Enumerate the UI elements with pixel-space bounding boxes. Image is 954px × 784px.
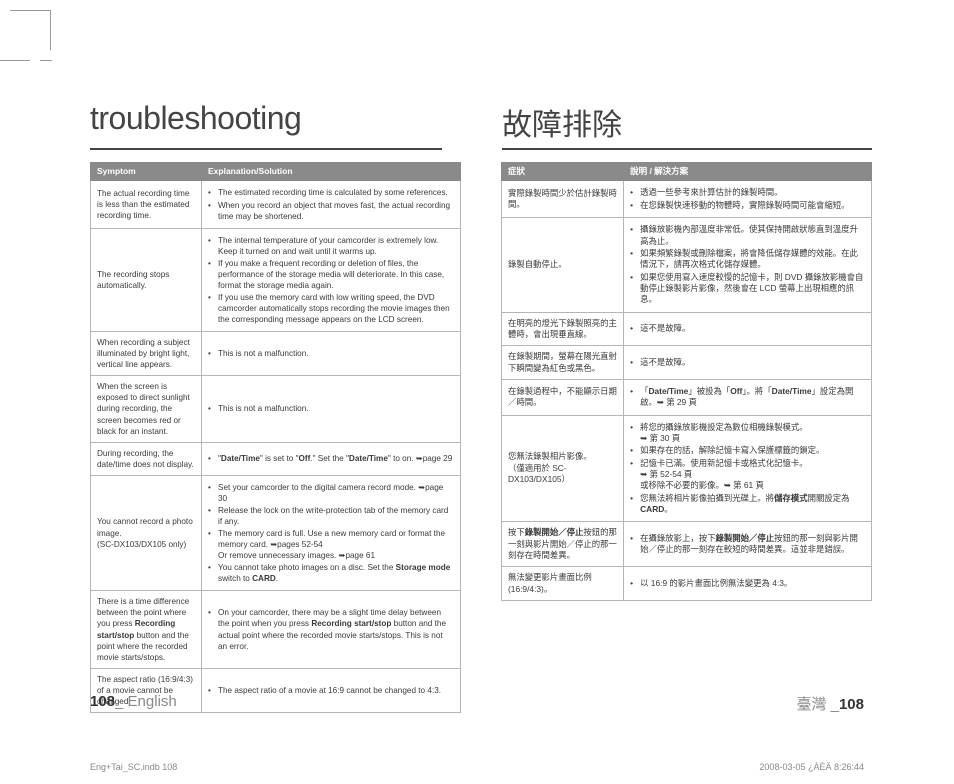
title-english: troubleshooting [90,100,442,150]
crop-mark [10,10,50,11]
table-row: 錄製自動停止。攝錄放影機內部溫度非常低。使其保持開啟狀態直到溫度升高為止。如果頻… [502,218,872,312]
table-row: 在錄製過程中，不能顯示日期／時間。「Date/Time」被設為「Off」。將「D… [502,379,872,415]
symptom-cell: 實際錄製時間少於估計錄製時間。 [502,181,624,218]
list-item: 這不是故障。 [630,323,865,334]
table-row: When the screen is exposed to direct sun… [91,376,461,442]
list-item: 這不是故障。 [630,357,865,368]
list-item: 透過一些參考來計算估計的錄製時間。 [630,187,865,198]
footer-sep: _ [831,696,839,713]
list-item: Release the lock on the write-protection… [208,505,454,527]
list-item: The estimated recording time is calculat… [208,187,454,198]
list-item: 如果存在的話，解除記憶卡寫入保護標籤的鎖定。 [630,445,865,456]
list-item: This is not a malfunction. [208,348,454,359]
th-symptom: 症狀 [502,163,624,181]
explanation-cell: The internal temperature of your camcord… [202,228,461,332]
print-file: Eng+Tai_SC.indb 108 [90,762,177,772]
th-explanation: 說明 / 解決方案 [624,163,872,181]
explanation-cell: 攝錄放影機內部溫度非常低。使其保持開啟狀態直到溫度升高為止。如果頻繁錄製或刪除檔… [624,218,872,312]
print-metadata: Eng+Tai_SC.indb 108 2008-03-05 ¿ÀÈÄ 8:26… [90,762,864,772]
list-item: 攝錄放影機內部溫度非常低。使其保持開啟狀態直到溫度升高為止。 [630,224,865,247]
explanation-cell: 這不是故障。 [624,346,872,380]
symptom-cell: The recording stops automatically. [91,228,202,332]
table-row: 在明亮的燈光下錄製照亮的主體時，會出現垂直線。這不是故障。 [502,312,872,346]
symptom-cell: 按下錄製開始／停止按鈕的那一刻與影片開始／停止的那一刻存在時間差異。 [502,522,624,567]
list-item: You cannot take photo images on a disc. … [208,562,454,584]
symptom-cell: 在錄製期間，螢幕在陽光直射下瞬間變為紅色或黑色。 [502,346,624,380]
table-row: When recording a subject illuminated by … [91,332,461,376]
explanation-cell: 將您的攝錄放影機設定為數位相機錄製模式。➥ 第 30 頁如果存在的話，解除記憶卡… [624,415,872,522]
page-footer: 108_ English 臺灣 _108 [90,693,864,714]
list-item: The memory card is full. Use a new memor… [208,528,454,561]
list-item: 在攝錄放影上，按下錄製開始／停止按鈕的那一刻與影片開始／停止的那一刻存在較短的時… [630,533,865,556]
symptom-cell: 您無法錄製相片影像。（僅適用於 SC-DX103/DX105） [502,415,624,522]
explanation-cell: On your camcorder, there may be a slight… [202,591,461,668]
footer-lang-right: 臺灣 [796,696,830,713]
footer-left: 108_ English [90,693,177,714]
table-row: The recording stops automatically. The in… [91,228,461,332]
page-number-left: 108 [90,693,115,710]
list-item: "Date/Time" is set to "Off." Set the "Da… [208,453,454,464]
column-chinese: 症狀 說明 / 解決方案 實際錄製時間少於估計錄製時間。透過一些參考來計算估計的… [501,162,872,713]
table-row: There is a time difference between the p… [91,591,461,668]
print-timestamp: 2008-03-05 ¿ÀÈÄ 8:26:44 [759,762,864,772]
list-item: 記憶卡已滿。使用新記憶卡或格式化記憶卡。➥ 第 52-54 頁或移除不必要的影像… [630,458,865,492]
symptom-cell: There is a time difference between the p… [91,591,202,668]
symptom-cell: You cannot record a photo image.(SC-DX10… [91,475,202,591]
crop-mark [0,60,30,61]
symptom-cell: 錄製自動停止。 [502,218,624,312]
explanation-cell: The estimated recording time is calculat… [202,181,461,228]
list-item: This is not a malfunction. [208,403,454,414]
explanation-cell: "Date/Time" is set to "Off." Set the "Da… [202,442,461,475]
title-chinese: 故障排除 [502,100,872,150]
explanation-cell: Set your camcorder to the digital camera… [202,475,461,591]
crop-mark [40,60,52,61]
table-row: 在錄製期間，螢幕在陽光直射下瞬間變為紅色或黑色。這不是故障。 [502,346,872,380]
symptom-cell: When the screen is exposed to direct sun… [91,376,202,442]
symptom-cell: The actual recording time is less than t… [91,181,202,228]
list-item: If you use the memory card with low writ… [208,292,454,325]
footer-lang-left: English [128,693,177,710]
table-row: 實際錄製時間少於估計錄製時間。透過一些參考來計算估計的錄製時間。在您錄製快速移動… [502,181,872,218]
table-row: During recording, the date/time does not… [91,442,461,475]
explanation-cell: This is not a malfunction. [202,332,461,376]
explanation-cell: 透過一些參考來計算估計的錄製時間。在您錄製快速移動的物體時，實際錄製時間可能會縮… [624,181,872,218]
troubleshooting-table-zh: 症狀 說明 / 解決方案 實際錄製時間少於估計錄製時間。透過一些參考來計算估計的… [501,162,872,601]
list-item: If you make a frequent recording or dele… [208,258,454,291]
list-item: 將您的攝錄放影機設定為數位相機錄製模式。➥ 第 30 頁 [630,422,865,445]
symptom-cell: When recording a subject illuminated by … [91,332,202,376]
explanation-cell: 以 16:9 的影片畫面比例無法變更為 4:3。 [624,567,872,601]
list-item: 在您錄製快速移動的物體時，實際錄製時間可能會縮短。 [630,200,865,211]
list-item: 如果您使用寫入速度較慢的記憶卡，則 DVD 攝錄放影機會自動停止錄製影片影像，然… [630,272,865,306]
explanation-cell: 「Date/Time」被設為「Off」。將「Date/Time」設定為開啟。➥ … [624,379,872,415]
th-symptom: Symptom [91,163,202,181]
page-number-right: 108 [839,696,864,713]
crop-mark [50,10,51,50]
explanation-cell: 這不是故障。 [624,312,872,346]
list-item: 您無法將相片影像拍攝到光碟上。將儲存模式開關設定為 CARD。 [630,493,865,516]
table-row: 您無法錄製相片影像。（僅適用於 SC-DX103/DX105）將您的攝錄放影機設… [502,415,872,522]
troubleshooting-table-en: Symptom Explanation/Solution The actual … [90,162,461,713]
explanation-cell: 在攝錄放影上，按下錄製開始／停止按鈕的那一刻與影片開始／停止的那一刻存在較短的時… [624,522,872,567]
list-item: When you record an object that moves fas… [208,200,454,222]
symptom-cell: 在明亮的燈光下錄製照亮的主體時，會出現垂直線。 [502,312,624,346]
table-row: 按下錄製開始／停止按鈕的那一刻與影片開始／停止的那一刻存在時間差異。在攝錄放影上… [502,522,872,567]
footer-sep: _ [115,693,128,710]
th-explanation: Explanation/Solution [202,163,461,181]
list-item: Set your camcorder to the digital camera… [208,482,454,504]
explanation-cell: This is not a malfunction. [202,376,461,442]
page-content: troubleshooting 故障排除 Symptom Explanation… [60,60,902,754]
list-item: On your camcorder, there may be a slight… [208,607,454,651]
symptom-cell: During recording, the date/time does not… [91,442,202,475]
list-item: The internal temperature of your camcord… [208,235,454,257]
table-row: 無法變更影片畫面比例 (16:9/4:3)。以 16:9 的影片畫面比例無法變更… [502,567,872,601]
list-item: 如果頻繁錄製或刪除檔案，將會降低儲存媒體的效能。在此情況下，請再次格式化儲存媒體… [630,248,865,271]
footer-right: 臺灣 _108 [796,693,864,714]
symptom-cell: 在錄製過程中，不能顯示日期／時間。 [502,379,624,415]
column-english: Symptom Explanation/Solution The actual … [90,162,461,713]
table-row: The actual recording time is less than t… [91,181,461,228]
list-item: 以 16:9 的影片畫面比例無法變更為 4:3。 [630,578,865,589]
symptom-cell: 無法變更影片畫面比例 (16:9/4:3)。 [502,567,624,601]
table-row: You cannot record a photo image.(SC-DX10… [91,475,461,591]
list-item: 「Date/Time」被設為「Off」。將「Date/Time」設定為開啟。➥ … [630,386,865,409]
